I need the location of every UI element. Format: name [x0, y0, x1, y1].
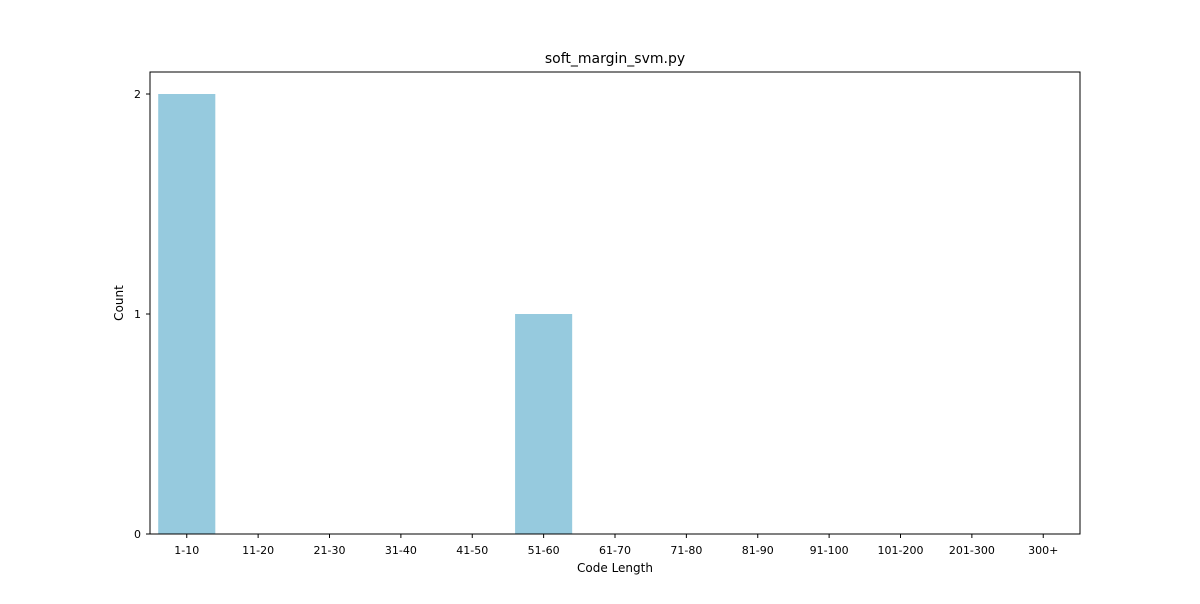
- chart-title: soft_margin_svm.py: [545, 51, 685, 67]
- plot-frame: [149, 71, 1081, 535]
- y-tick-label: 0: [134, 528, 141, 541]
- bar-1-10: [158, 94, 216, 534]
- bar-51-60: [515, 314, 573, 534]
- x-tick-label: 1-10: [174, 544, 199, 557]
- x-tick-label: 41-50: [456, 544, 488, 557]
- y-axis-label: Count: [112, 285, 126, 321]
- x-tick-label: 11-20: [242, 544, 274, 557]
- x-tick-label: 300+: [1028, 544, 1058, 557]
- x-tick-label: 91-100: [810, 544, 849, 557]
- x-tick-label: 101-200: [878, 544, 924, 557]
- y-tick-label: 1: [134, 308, 141, 321]
- y-tick-label: 2: [134, 88, 141, 101]
- y-axis-ticks: 0 1 2: [134, 88, 150, 541]
- x-tick-label: 61-70: [599, 544, 631, 557]
- x-axis-ticks: 1-10 11-20 21-30 31-40 41-50 51-60 61-70 71-80 8…: [174, 534, 1058, 557]
- x-tick-label: 51-60: [528, 544, 560, 557]
- x-axis-label: Code Length: [577, 561, 653, 575]
- x-tick-label: 201-300: [949, 544, 995, 557]
- bars-layer: [158, 94, 573, 534]
- x-tick-label: 71-80: [670, 544, 702, 557]
- x-tick-label: 81-90: [742, 544, 774, 557]
- x-tick-label: 31-40: [385, 544, 417, 557]
- x-tick-label: 21-30: [314, 544, 346, 557]
